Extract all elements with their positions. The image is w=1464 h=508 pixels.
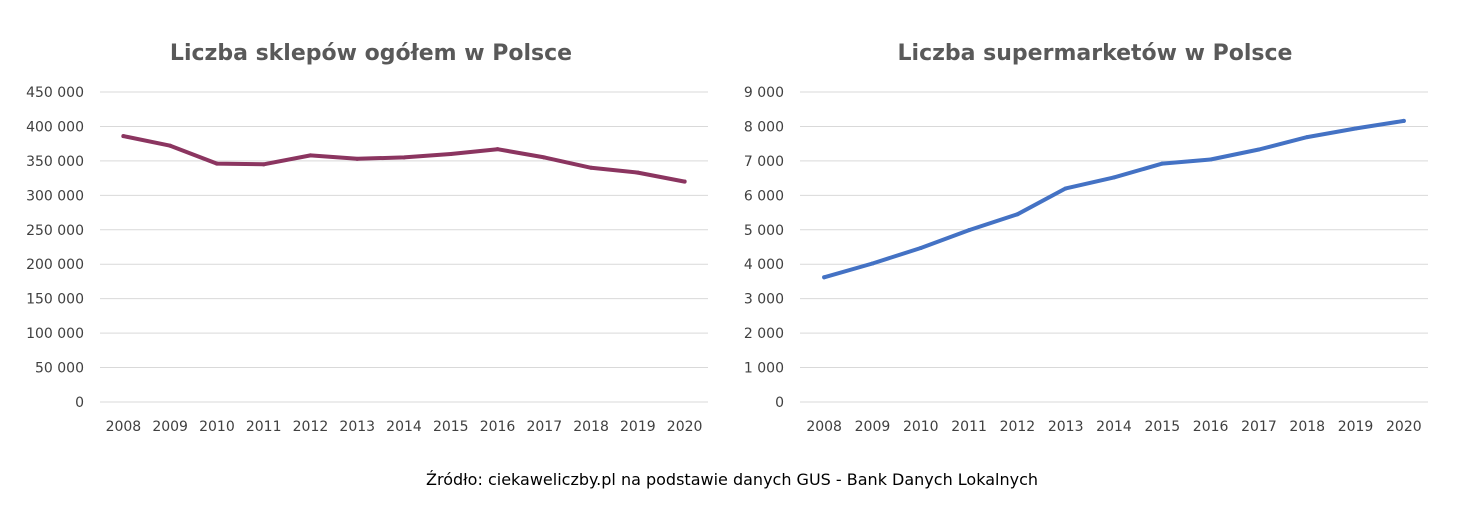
data-point <box>870 261 875 266</box>
data-point <box>918 246 923 251</box>
x-tick-label: 2017 <box>526 419 562 435</box>
y-tick-label: 0 <box>75 395 84 411</box>
data-point <box>1063 186 1068 191</box>
data-point <box>822 275 827 280</box>
chart-title: Liczba supermarketów w Polsce <box>898 41 1293 66</box>
y-tick-label: 300 000 <box>26 188 84 204</box>
data-point <box>261 162 266 167</box>
series-line <box>822 118 1406 280</box>
data-point <box>402 155 406 160</box>
y-tick-label: 9 000 <box>744 85 784 101</box>
data-point <box>448 152 453 156</box>
y-tick-label: 150 000 <box>26 292 84 308</box>
x-tick-label: 2011 <box>951 419 987 435</box>
data-point <box>1112 175 1116 180</box>
x-tick-label: 2014 <box>386 419 422 435</box>
y-tick-label: 100 000 <box>26 326 84 342</box>
x-tick-label: 2009 <box>855 419 891 435</box>
data-point <box>355 156 360 161</box>
chart-total-shops: Liczba sklepów ogółem w Polsce 0 50 000 100… <box>26 41 708 435</box>
y-tick-label: 450 000 <box>26 85 84 101</box>
x-tick-label: 2009 <box>152 419 188 435</box>
x-tick-label: 2012 <box>293 419 329 435</box>
x-tick-label: 2013 <box>1048 419 1084 435</box>
data-point <box>121 134 126 139</box>
y-tick-label: 1 000 <box>744 361 784 377</box>
x-tick-label: 2017 <box>1241 419 1277 435</box>
data-point <box>1256 147 1261 152</box>
y-tick-label: 3 000 <box>744 292 784 308</box>
data-point <box>308 153 313 158</box>
x-tick-label: 2011 <box>246 419 282 435</box>
x-tick-label: 2010 <box>903 419 939 435</box>
source-note: Źródło: ciekaweliczby.pl na podstawie da… <box>426 470 1038 489</box>
x-tick-label: 2008 <box>106 419 142 435</box>
data-point <box>168 143 173 148</box>
x-tick-label: 2014 <box>1096 419 1132 435</box>
y-tick-label: 350 000 <box>26 154 84 170</box>
chart-title: Liczba sklepów ogółem w Polsce <box>170 41 572 66</box>
data-point <box>1353 126 1358 131</box>
x-tick-label: 2013 <box>339 419 375 435</box>
y-tick-label: 6 000 <box>744 188 784 204</box>
data-point <box>967 228 972 233</box>
x-tick-label: 2010 <box>199 419 235 435</box>
x-tick-label: 2015 <box>433 419 469 435</box>
y-tick-label: 5 000 <box>744 223 784 239</box>
x-tick-label: 2016 <box>480 419 516 435</box>
chart-supermarkets: Liczba supermarketów w Polsce 0 1 000 2 000… <box>744 41 1428 435</box>
y-tick-label: 400 000 <box>26 119 84 135</box>
data-point <box>635 170 640 175</box>
data-point <box>1305 135 1310 140</box>
x-tick-label: 2008 <box>806 419 842 435</box>
data-point <box>1015 212 1020 217</box>
y-tick-label: 0 <box>775 395 784 411</box>
y-tick-label: 50 000 <box>35 361 84 377</box>
x-tick-label: 2015 <box>1144 419 1180 435</box>
y-tick-label: 8 000 <box>744 119 784 135</box>
y-tick-label: 7 000 <box>744 154 784 170</box>
data-point <box>495 147 500 152</box>
x-tick-label: 2020 <box>1386 419 1422 435</box>
data-point <box>1401 118 1406 123</box>
y-tick-label: 2 000 <box>744 326 784 342</box>
y-tick-label: 250 000 <box>26 223 84 239</box>
x-tick-label: 2018 <box>1289 419 1325 435</box>
data-point <box>1208 157 1213 162</box>
data-point <box>214 161 219 166</box>
data-point <box>682 179 687 184</box>
x-tick-label: 2012 <box>1000 419 1036 435</box>
x-tick-label: 2016 <box>1193 419 1229 435</box>
data-point <box>589 165 594 170</box>
x-tick-label: 2019 <box>1338 419 1374 435</box>
x-tick-label: 2019 <box>620 419 656 435</box>
y-tick-label: 4 000 <box>744 257 784 273</box>
x-tick-label: 2020 <box>667 419 703 435</box>
data-point <box>542 155 547 160</box>
y-tick-label: 200 000 <box>26 257 84 273</box>
x-tick-label: 2018 <box>573 419 609 435</box>
data-point <box>1160 161 1165 166</box>
